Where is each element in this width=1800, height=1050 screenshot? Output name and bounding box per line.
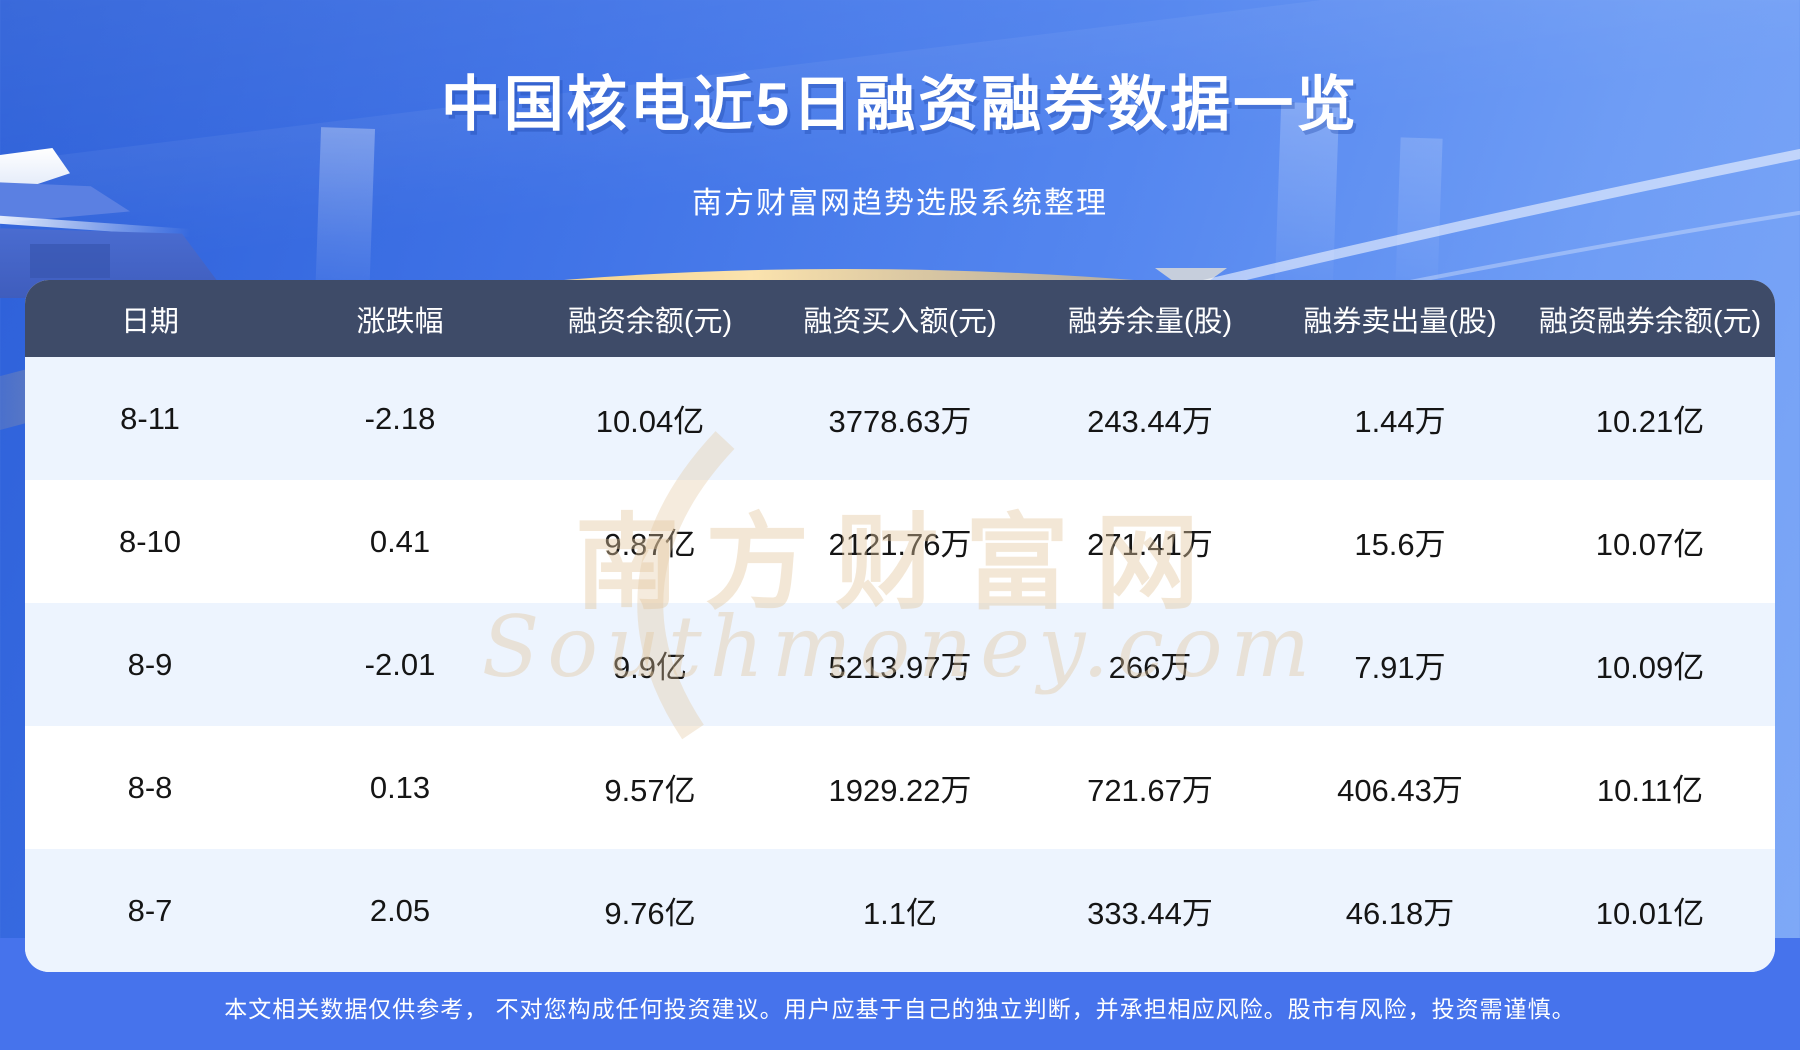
table-cell: 10.07亿: [1595, 527, 1705, 562]
table-cell: 8-11: [120, 400, 180, 436]
isometric-block-notch: [30, 244, 110, 278]
table-cell: 10.21亿: [1595, 404, 1705, 439]
page-title: 中国核电近5日融资融券数据一览: [440, 71, 1360, 138]
data-table: 日期 涨跌幅 融资余额(元) 融资买入额(元) 融券余量(股) 融券卖出量(股) 融资融券余…: [25, 280, 1775, 972]
table-row: 8-10 0.41 9.87亿 2121.76万 271.41万 15.6万 10.07亿: [25, 480, 1775, 603]
table-cell: 1.44万: [1354, 404, 1446, 439]
table-cell: 9.87亿: [604, 527, 696, 562]
table-cell: 266万: [1108, 650, 1192, 685]
table-cell: 2.05: [369, 892, 431, 928]
table-header-row: 日期 涨跌幅 融资余额(元) 融资买入额(元) 融券余量(股) 融券卖出量(股) 融资融券余…: [25, 280, 1775, 357]
table-cell: 2121.76万: [828, 527, 972, 562]
table-cell: 333.44万: [1087, 896, 1213, 931]
column-header: 融资余额(元): [567, 305, 733, 338]
table-cell: 10.04亿: [595, 404, 705, 439]
disclaimer-text: 本文相关数据仅供参考， 不对您构成任何投资建议。用户应基于自己的独立判断，并承担…: [224, 996, 1576, 1022]
table-body: 8-11 -2.18 10.04亿 3778.63万 243.44万 1.44万 10.21…: [25, 357, 1775, 972]
table-cell: 10.01亿: [1595, 896, 1705, 931]
table-cell: 10.11亿: [1596, 773, 1704, 808]
column-header: 融资买入额(元): [803, 305, 997, 338]
table-cell: 9.76亿: [604, 896, 696, 931]
table-cell: 3778.63万: [828, 404, 972, 439]
table-cell: 406.43万: [1337, 773, 1463, 808]
column-header: 涨跌幅: [356, 305, 444, 338]
table-cell: 8-10: [118, 523, 182, 559]
table-cell: 0.41: [369, 523, 431, 559]
column-header: 融券余量(股): [1067, 305, 1233, 338]
table-row: 8-11 -2.18 10.04亿 3778.63万 243.44万 1.44万 10.21…: [25, 357, 1775, 480]
table-cell: 1929.22万: [828, 773, 972, 808]
table-cell: 721.67万: [1087, 773, 1213, 808]
table-cell: 8-7: [127, 892, 173, 928]
table-cell: 0.13: [369, 769, 431, 805]
table-cell: 243.44万: [1087, 404, 1213, 439]
table-row: 8-7 2.05 9.76亿 1.1亿 333.44万 46.18万 10.01亿: [25, 849, 1775, 972]
column-header: 融资融券余额(元): [1538, 305, 1762, 338]
table-row: 8-9 -2.01 9.9亿 5213.97万 266万 7.91万 10.09亿: [25, 603, 1775, 726]
table-cell: 15.6万: [1354, 527, 1446, 562]
table-cell: -2.18: [364, 400, 436, 436]
table-cell: 5213.97万: [828, 650, 972, 685]
page-subtitle: 南方财富网趋势选股系统整理: [692, 187, 1108, 220]
table-cell: 8-9: [127, 646, 173, 682]
table-cell: 9.9亿: [612, 650, 688, 685]
table-cell: 1.1亿: [862, 896, 938, 931]
column-header: 融券卖出量(股): [1303, 305, 1497, 338]
table-cell: 10.09亿: [1595, 650, 1705, 685]
diagonal-light-band: [0, 0, 1800, 306]
table-cell: -2.01: [364, 646, 436, 682]
table-row: 8-8 0.13 9.57亿 1929.22万 721.67万 406.43万 10.11亿: [25, 726, 1775, 849]
table-cell: 271.41万: [1087, 527, 1213, 562]
column-header: 日期: [120, 305, 179, 338]
table-cell: 46.18万: [1345, 896, 1455, 931]
table-cell: 8-8: [127, 769, 173, 805]
table-cell: 9.57亿: [604, 773, 696, 808]
table-cell: 7.91万: [1354, 650, 1446, 685]
